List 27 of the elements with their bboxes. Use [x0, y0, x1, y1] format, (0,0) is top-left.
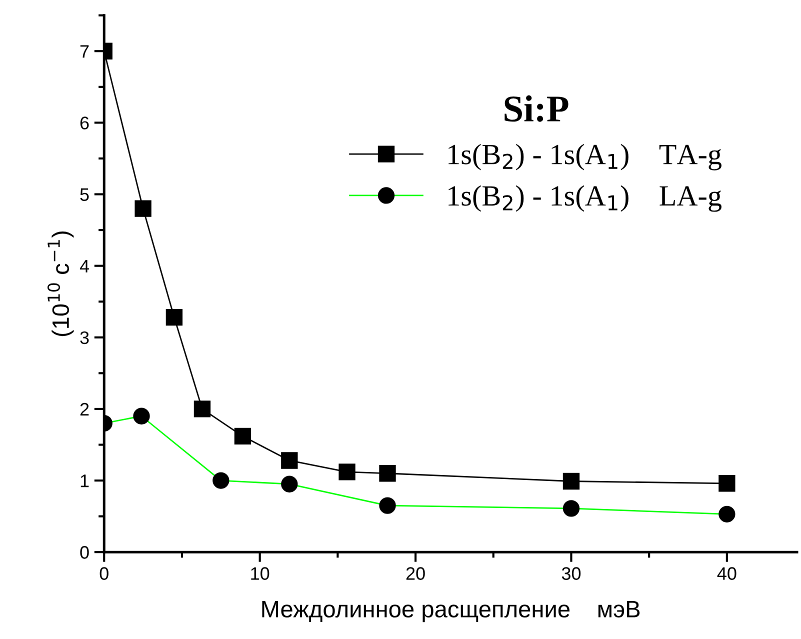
legend-label: 1s(B$_{2}$) - 1s(A$_{1}$) LA-g — [448, 185, 722, 212]
x-tick-label: 0 — [100, 567, 108, 580]
x-tick-label: 20 — [406, 567, 425, 580]
y-tick-label: 6 — [80, 116, 89, 130]
x-axis-title: Междолинное расщепление мэВ — [262, 601, 640, 622]
y-tick-label: 2 — [80, 402, 89, 416]
x-tick-label: 30 — [562, 567, 581, 580]
point — [379, 465, 396, 482]
legend-label: 1s(B$_{2}$) - 1s(A$_{1}$) TA-g — [448, 144, 722, 170]
y-tick-label: 4 — [80, 260, 90, 272]
point — [281, 452, 298, 469]
point — [134, 200, 152, 217]
y-tick-label: 5 — [80, 188, 89, 201]
point — [194, 400, 211, 418]
x-tick-label: 40 — [717, 567, 736, 580]
point — [338, 464, 356, 480]
point — [718, 475, 736, 492]
y-tick-label: 7 — [80, 45, 89, 58]
point — [234, 428, 252, 444]
point — [562, 472, 580, 490]
y-tick-label: 0 — [80, 546, 89, 559]
point — [166, 309, 183, 326]
y-axis-title: (10$^{10}$ c$^{−1}$) — [48, 232, 74, 336]
x-tick-label: 10 — [251, 567, 270, 580]
y-tick-label: 1 — [80, 474, 89, 488]
legend-title: Si:P — [504, 95, 568, 122]
y-tick-label: 3 — [80, 331, 89, 344]
